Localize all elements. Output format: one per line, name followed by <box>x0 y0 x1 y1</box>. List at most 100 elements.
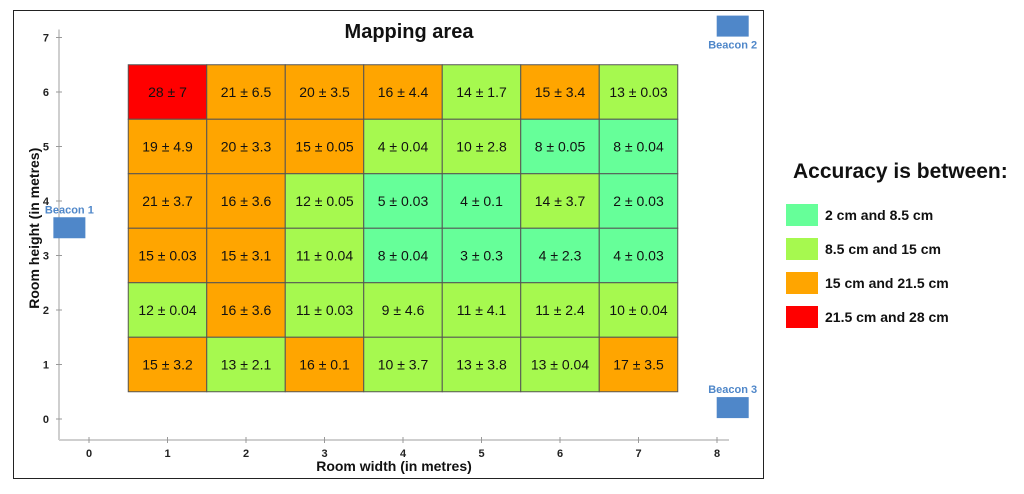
legend-label: 2 cm and 8.5 cm <box>825 207 934 223</box>
heatmap-chart: 0 1 2 3 4 5 6 7 8 0 1 2 3 4 5 6 7 28 ± 7 21 ± 6.5 20 ± 3.5 1… <box>26 15 757 474</box>
legend-swatch <box>786 306 818 328</box>
legend-item: 8.5 cm and 15 cm <box>786 232 1022 266</box>
cell-value: 11 ± 4.1 <box>457 302 507 318</box>
heatmap-cell <box>520 118 600 175</box>
x-tick-label: 1 <box>164 448 170 460</box>
cell-value: 3 ± 0.3 <box>460 248 503 264</box>
heatmap-cell <box>598 118 679 175</box>
legend-label: 8.5 cm and 15 cm <box>825 241 941 257</box>
cell-value: 15 ± 3.2 <box>142 357 193 373</box>
cell-value: 13 ± 3.8 <box>456 357 507 373</box>
heatmap-cell <box>520 336 600 393</box>
x-tick-label: 5 <box>478 448 484 460</box>
heatmap-cell <box>206 64 286 120</box>
legend-item: 2 cm and 8.5 cm <box>786 198 1022 232</box>
heatmap-cell <box>206 118 286 175</box>
cell-value: 15 ± 3.4 <box>535 84 586 100</box>
heatmap-cell <box>441 118 522 175</box>
cell-value: 13 ± 0.03 <box>609 84 667 100</box>
cell-value: 16 ± 4.4 <box>378 84 429 100</box>
heatmap-cell <box>520 227 600 284</box>
heatmap-cell <box>206 336 286 393</box>
cell-value: 4 ± 0.04 <box>378 139 429 155</box>
beacon-marker <box>53 217 86 239</box>
y-tick-label: 2 <box>43 305 49 317</box>
heatmap-cell <box>363 118 443 175</box>
heatmap-cell <box>441 336 522 393</box>
legend: Accuracy is between: 2 cm and 8.5 cm 8.5… <box>786 160 1022 334</box>
y-tick-label: 0 <box>43 414 49 426</box>
y-tick-label: 7 <box>43 33 49 45</box>
cell-value: 21 ± 6.5 <box>221 84 272 100</box>
cell-value: 8 ± 0.04 <box>613 139 664 155</box>
cell-value: 11 ± 2.4 <box>535 302 585 318</box>
cell-value: 14 ± 3.7 <box>535 193 586 209</box>
cell-value: 11 ± 0.03 <box>296 302 353 318</box>
heatmap-cell <box>441 282 522 338</box>
legend-swatch <box>786 238 818 260</box>
heatmap-cell <box>206 173 286 229</box>
cell-value: 20 ± 3.3 <box>221 139 272 155</box>
y-tick-label: 3 <box>43 251 49 263</box>
heatmap-cell <box>284 336 365 393</box>
heatmap-cell <box>520 282 600 338</box>
heatmap-cell <box>598 227 679 284</box>
cell-value: 10 ± 0.04 <box>609 302 667 318</box>
legend-item: 21.5 cm and 28 cm <box>786 300 1022 334</box>
cell-value: 13 ± 0.04 <box>531 357 589 373</box>
x-tick-label: 6 <box>557 448 563 460</box>
y-tick-label: 1 <box>43 360 49 372</box>
legend-swatch <box>786 272 818 294</box>
cell-value: 14 ± 1.7 <box>456 84 507 100</box>
cell-value: 21 ± 3.7 <box>142 193 193 209</box>
cell-value: 16 ± 0.1 <box>299 357 350 373</box>
heatmap-cell <box>598 336 679 393</box>
y-tick-label: 4 <box>43 196 50 208</box>
cell-value: 15 ± 3.1 <box>221 248 272 264</box>
cell-value: 11 ± 0.04 <box>296 248 353 264</box>
legend-label: 15 cm and 21.5 cm <box>825 275 949 291</box>
x-tick-label: 3 <box>321 448 327 460</box>
heatmap-cell <box>363 173 443 229</box>
heatmap-cell <box>127 336 208 393</box>
x-tick-label: 0 <box>86 448 92 460</box>
cell-value: 5 ± 0.03 <box>378 193 429 209</box>
heatmap-cell <box>598 64 679 120</box>
heatmap-cell <box>284 118 365 175</box>
x-axis-label: Room width (in metres) <box>316 458 472 474</box>
chart-title: Mapping area <box>345 21 475 43</box>
heatmap-cell <box>127 64 208 120</box>
heatmap-cell <box>284 64 365 120</box>
heatmap-cell <box>363 336 443 393</box>
cell-value: 15 ± 0.03 <box>138 248 196 264</box>
beacon-marker <box>716 397 749 419</box>
beacon-marker <box>716 15 749 37</box>
cell-value: 2 ± 0.03 <box>613 193 664 209</box>
beacon-label: Beacon 3 <box>708 384 757 396</box>
heatmap-cell <box>284 282 365 338</box>
y-tick-label: 6 <box>43 87 49 99</box>
cell-value: 19 ± 4.9 <box>142 139 193 155</box>
x-tick-label: 8 <box>714 448 720 460</box>
cell-value: 28 ± 7 <box>148 84 187 100</box>
cell-value: 4 ± 0.03 <box>613 248 664 264</box>
legend-title: Accuracy is between: <box>793 160 1008 183</box>
heatmap-cell <box>363 227 443 284</box>
cell-value: 13 ± 2.1 <box>221 357 272 373</box>
heatmap-cell <box>598 282 679 338</box>
chart-frame: 0 1 2 3 4 5 6 7 8 0 1 2 3 4 5 6 7 28 ± 7 21 ± 6.5 20 ± 3.5 1… <box>13 10 764 479</box>
beacon-label: Beacon 1 <box>45 204 94 216</box>
cell-value: 4 ± 0.1 <box>460 193 503 209</box>
legend-item: 15 cm and 21.5 cm <box>786 266 1022 300</box>
y-axis-label: Room height (in metres) <box>26 148 42 309</box>
cell-value: 8 ± 0.04 <box>378 248 429 264</box>
cell-value: 16 ± 3.6 <box>221 193 272 209</box>
heatmap-cell <box>284 173 365 229</box>
x-tick-label: 2 <box>243 448 249 460</box>
heatmap-cell <box>520 173 600 229</box>
legend-swatch <box>786 204 818 226</box>
cell-value: 4 ± 2.3 <box>539 248 582 264</box>
x-tick-label: 4 <box>400 448 407 460</box>
y-tick-label: 5 <box>43 142 49 154</box>
cell-value: 9 ± 4.6 <box>382 302 425 318</box>
